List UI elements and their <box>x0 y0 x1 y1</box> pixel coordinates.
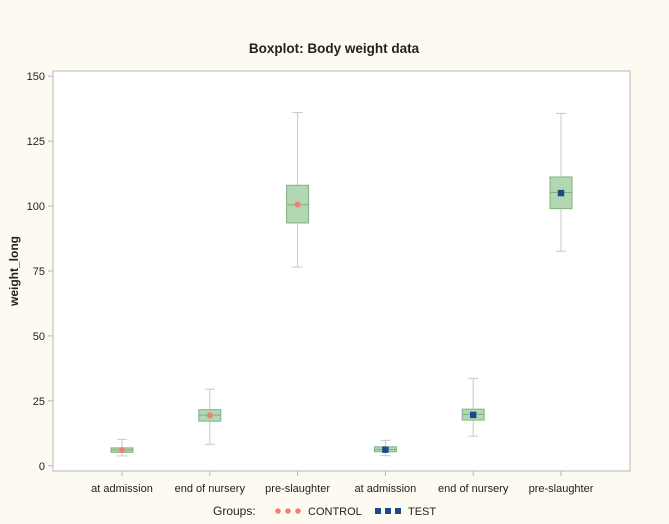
box-control <box>198 388 222 445</box>
x-tick-label: at admission <box>91 483 153 495</box>
mean-marker <box>206 412 213 419</box>
y-tick-label: 50 <box>33 331 45 343</box>
y-tick-label: 125 <box>27 136 45 148</box>
x-tick-label: end of nursery <box>438 483 509 495</box>
legend-marker <box>295 508 301 514</box>
y-tick-label: 0 <box>39 461 45 473</box>
legend-marker <box>275 508 281 514</box>
y-tick-label: 25 <box>33 396 45 408</box>
mean-marker <box>470 411 477 419</box>
chart-title: Boxplot: Body weight data <box>249 41 420 56</box>
legend-item-control: CONTROL <box>275 506 362 518</box>
legend-marker <box>385 508 391 514</box>
box-test <box>373 439 397 457</box>
mean-marker <box>382 446 389 453</box>
box-test <box>549 112 573 252</box>
mean-marker <box>557 189 565 197</box>
legend-label: TEST <box>408 506 436 518</box>
x-axis: at admission end of nursery pre-slaughter a… <box>91 471 594 495</box>
legend-title: Groups: <box>213 504 256 518</box>
x-tick-label: at admission <box>355 483 417 495</box>
y-tick-label: 150 <box>27 71 45 83</box>
legend-label: CONTROL <box>308 506 362 518</box>
boxes-layer <box>110 112 573 457</box>
legend-marker <box>395 508 401 514</box>
box-control <box>110 438 134 457</box>
mean-marker <box>119 446 125 453</box>
legend: Groups: CONTROL TEST <box>213 504 436 518</box>
legend-marker <box>375 508 381 514</box>
plot-area <box>52 70 631 472</box>
legend-marker <box>285 508 291 514</box>
x-tick-label: pre-slaughter <box>529 483 594 495</box>
y-axis-label: weight_long <box>7 236 21 307</box>
x-tick-label: pre-slaughter <box>265 483 330 495</box>
legend-item-test: TEST <box>375 506 436 518</box>
y-tick-label: 100 <box>27 201 45 213</box>
x-tick-label: end of nursery <box>175 483 246 495</box>
y-axis: 0 25 50 75 100 125 150 <box>27 71 53 473</box>
box-control <box>286 112 310 268</box>
mean-marker <box>294 201 301 208</box>
box-test <box>461 377 485 437</box>
y-tick-label: 75 <box>33 266 45 278</box>
